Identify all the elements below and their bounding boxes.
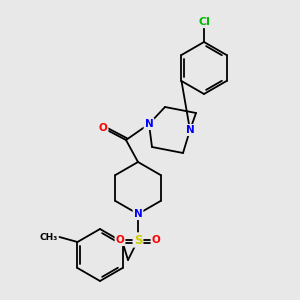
Text: S: S xyxy=(134,233,142,247)
Text: CH₃: CH₃ xyxy=(39,232,58,242)
Text: O: O xyxy=(99,123,107,133)
Text: N: N xyxy=(145,119,153,129)
Text: N: N xyxy=(186,125,194,135)
Text: N: N xyxy=(134,209,142,219)
Text: O: O xyxy=(152,235,160,245)
Text: Cl: Cl xyxy=(198,17,210,27)
Text: O: O xyxy=(116,235,124,245)
